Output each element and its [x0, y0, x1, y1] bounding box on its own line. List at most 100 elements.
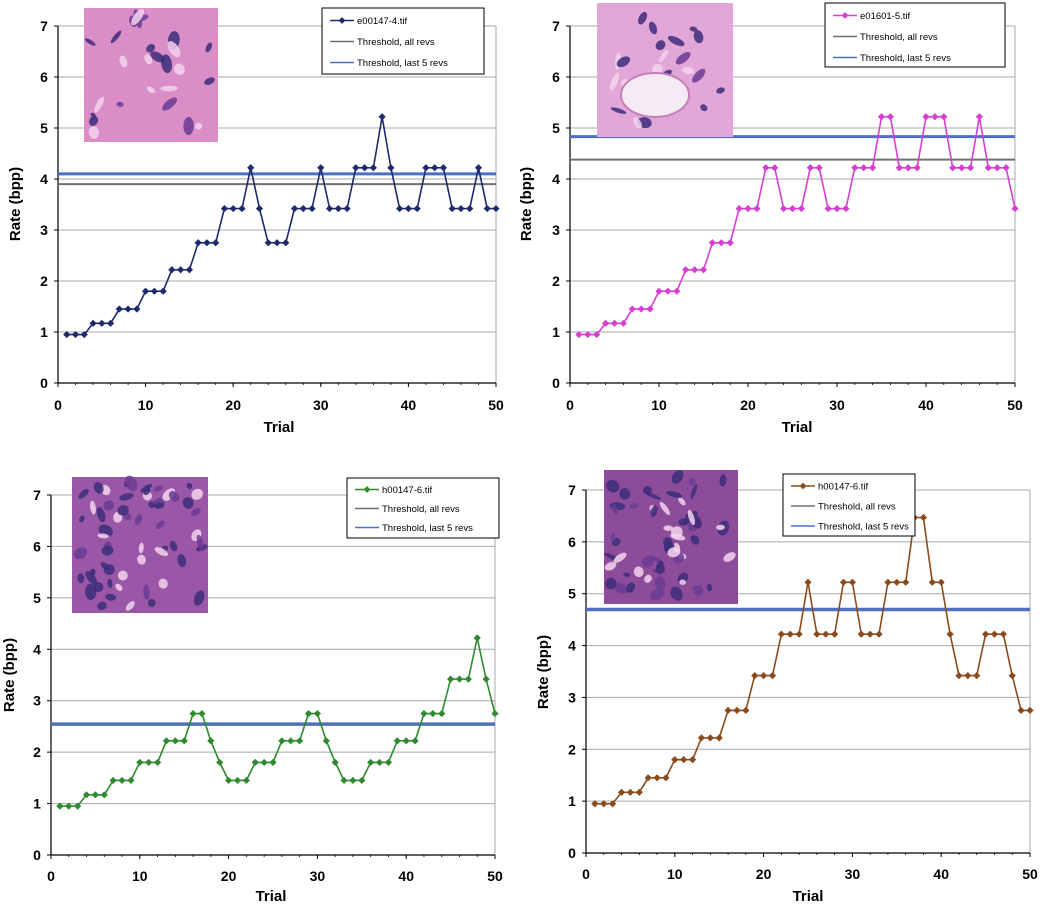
data-point — [575, 330, 583, 339]
y-tick-label: 0 — [568, 845, 576, 861]
tissue-cell — [148, 501, 155, 509]
data-point — [857, 630, 865, 638]
data-point — [153, 758, 162, 767]
data-point — [973, 672, 981, 680]
data-point — [584, 330, 592, 339]
data-point — [177, 266, 185, 274]
tissue-cell — [659, 501, 670, 515]
y-tick-label: 5 — [568, 586, 576, 602]
data-point — [482, 675, 490, 683]
data-point — [358, 776, 366, 785]
data-point — [653, 774, 661, 782]
y-tick-label: 3 — [33, 693, 41, 709]
tissue-cell — [107, 578, 113, 588]
tissue-cell — [117, 570, 128, 581]
tissue-cell — [119, 55, 128, 68]
data-point — [225, 776, 233, 785]
data-point — [717, 239, 725, 247]
y-tick-label: 4 — [552, 171, 560, 187]
tissue-cell — [648, 21, 658, 35]
data-point — [367, 758, 375, 767]
tissue-cell — [689, 26, 698, 32]
data-point — [242, 776, 250, 785]
tissue-cell — [692, 68, 706, 83]
data-point — [824, 204, 832, 213]
data-point — [492, 204, 500, 213]
tissue-cell — [693, 30, 704, 44]
tissue-cell — [167, 41, 181, 58]
tissue-cell — [642, 556, 654, 568]
x-tick-label: 30 — [310, 868, 326, 884]
data-point — [109, 776, 117, 785]
data-point — [762, 164, 770, 172]
data-point — [617, 788, 626, 796]
tissue-cell — [610, 532, 616, 542]
legend: h00147-6.tif Threshold, all revs Threshold… — [346, 477, 500, 539]
tissue-cell — [161, 54, 173, 74]
tissue-cell — [611, 503, 619, 515]
data-point — [833, 204, 841, 213]
tissue-cell — [688, 477, 696, 486]
chart-panel-2: 0 1 2 3 4 5 6 7 0 10 20 30 40 50 Trial Rate (bpp) e01601… — [518, 2, 1023, 436]
data-point — [238, 204, 246, 213]
data-point — [273, 239, 281, 247]
y-tick-label: 7 — [552, 18, 560, 34]
tissue-cell — [173, 63, 185, 75]
data-point — [760, 672, 768, 680]
x-tick-label: 20 — [221, 868, 237, 884]
x-tick-label: 10 — [667, 866, 683, 882]
tissue-cell — [723, 552, 736, 562]
tissue-cell — [153, 485, 164, 492]
x-tick-label: 10 — [138, 397, 154, 413]
tissue-cell — [94, 96, 105, 113]
x-tick-label: 10 — [651, 397, 667, 413]
tissue-cell — [93, 482, 104, 494]
tissue-cell — [100, 561, 109, 571]
data-point — [688, 756, 697, 764]
y-axis-title: Rate (bpp) — [7, 167, 24, 241]
data-point — [842, 204, 850, 213]
legend-label: e00147-4.tif — [357, 16, 408, 27]
tissue-cell — [146, 86, 156, 94]
x-tick-label: 0 — [566, 397, 574, 413]
data-point — [80, 330, 88, 339]
tissue-cell — [138, 542, 144, 554]
y-tick-label: 2 — [552, 273, 560, 289]
tissue-cell — [78, 489, 89, 499]
x-tick-label: 0 — [47, 868, 55, 884]
data-point — [431, 164, 439, 172]
tissue-cell — [606, 479, 620, 493]
tissue-cell — [655, 40, 666, 51]
data-point — [744, 204, 752, 213]
tissue-cell — [700, 104, 708, 112]
tissue-cell — [85, 571, 98, 585]
data-point — [429, 709, 437, 718]
data-point — [287, 737, 295, 745]
tissue-cell — [633, 566, 644, 578]
data-point — [343, 204, 351, 213]
tissue-cell — [191, 488, 203, 500]
data-point — [439, 164, 448, 172]
chart-panel-4: 0 1 2 3 4 5 6 7 0 10 20 30 40 50 Trial Rate (bpp) h00147… — [535, 470, 1038, 905]
data-point — [198, 709, 206, 718]
data-point — [708, 239, 716, 247]
y-tick-label: 2 — [568, 741, 576, 757]
data-point — [851, 164, 859, 172]
legend-label: Threshold, all revs — [382, 504, 460, 515]
data-point — [975, 113, 983, 121]
data-point — [940, 113, 948, 121]
tissue-cell — [623, 572, 631, 577]
legend-label: h00147-6.tif — [818, 482, 869, 493]
data-point — [697, 734, 706, 742]
data-point — [753, 204, 761, 213]
y-tick-label: 1 — [552, 324, 560, 340]
data-point — [189, 709, 197, 718]
tissue-cell — [168, 491, 180, 502]
legend: h00147-6.tif Threshold, all revs Threshold… — [782, 473, 916, 537]
data-point — [269, 758, 277, 767]
tissue-cell — [117, 505, 129, 516]
tissue-cell — [719, 474, 727, 487]
data-point — [928, 578, 936, 586]
data-point — [145, 758, 153, 767]
tissue-cell — [79, 515, 85, 523]
